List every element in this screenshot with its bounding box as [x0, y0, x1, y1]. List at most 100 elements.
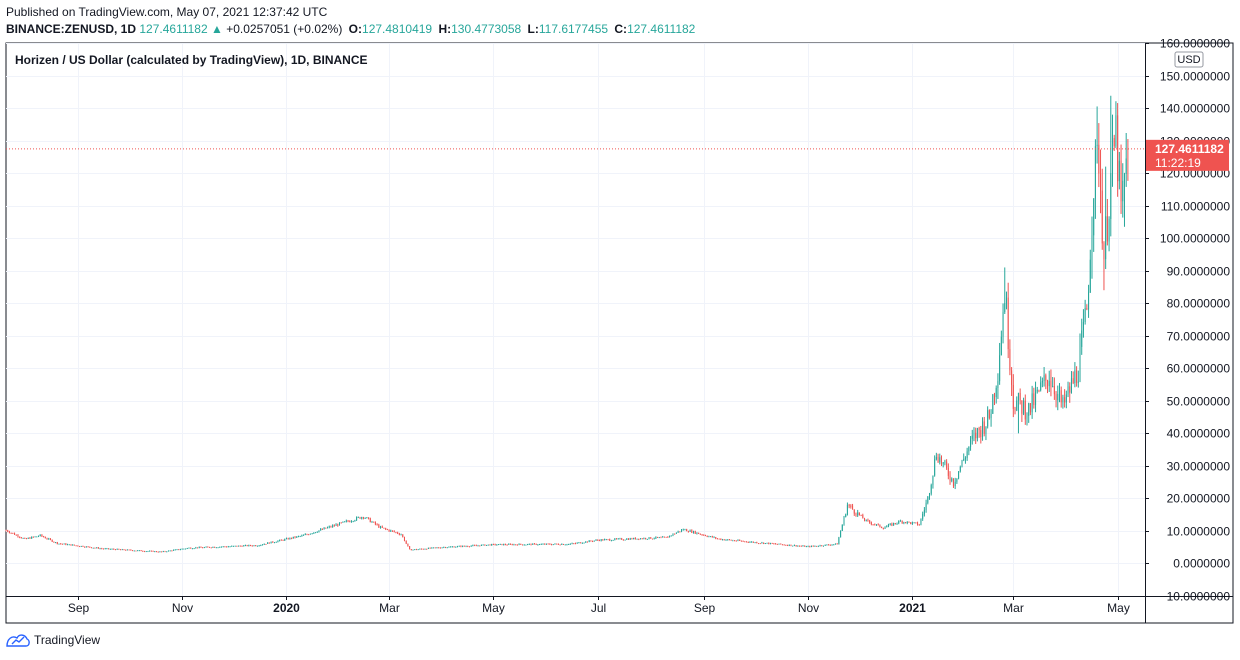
candle-body	[46, 538, 48, 540]
candle-body	[152, 550, 154, 552]
candle-body	[681, 529, 683, 532]
candle-body	[61, 543, 63, 545]
candle-body	[321, 529, 323, 531]
candle-body	[706, 535, 708, 537]
candle-body	[296, 536, 298, 538]
symbol-label: BINANCE:ZENUSD, 1D	[6, 22, 137, 36]
candle-body	[8, 531, 10, 533]
candle-body	[106, 548, 108, 550]
candle-body	[169, 550, 171, 552]
candle-body	[1048, 380, 1050, 387]
candle-body	[836, 543, 838, 545]
candle-body	[1060, 390, 1062, 403]
candle-body	[682, 529, 684, 531]
candle-body	[946, 461, 948, 468]
candle-body	[752, 541, 754, 543]
candle-body	[96, 547, 98, 549]
candle-body	[164, 551, 166, 553]
candle-body	[947, 467, 949, 476]
candle-body	[687, 531, 689, 533]
candle-body	[869, 520, 871, 523]
candle-body	[819, 545, 821, 547]
candle-body	[862, 515, 864, 519]
candle-body	[26, 538, 28, 540]
candle-body	[598, 540, 600, 542]
candle-body	[63, 543, 65, 545]
up-arrow-icon: ▲	[211, 22, 223, 36]
candle-body	[188, 547, 190, 549]
candle-body	[361, 517, 363, 519]
candle-body	[1005, 297, 1007, 304]
candle-body	[272, 541, 274, 543]
candle-body	[475, 545, 477, 547]
candle-body	[1007, 297, 1009, 350]
candle-body	[390, 530, 392, 532]
candle-body	[759, 543, 761, 545]
candle-body	[535, 543, 537, 545]
candle-body	[113, 548, 115, 550]
candle-body	[58, 543, 60, 545]
candle-body	[31, 536, 33, 539]
candle-body	[1096, 144, 1098, 147]
candle-body	[513, 544, 515, 546]
candle-body	[783, 544, 785, 546]
candle-body	[595, 539, 597, 541]
candle-body	[509, 543, 512, 545]
candle-body	[123, 549, 125, 551]
candle-body	[634, 537, 636, 540]
candle-body	[1055, 394, 1057, 401]
candle-body	[910, 522, 912, 524]
candle-body	[282, 539, 284, 541]
candle-body	[311, 533, 313, 535]
candle-body	[551, 544, 553, 546]
candle-body	[313, 532, 315, 534]
candle-body	[744, 541, 746, 543]
candle-body	[1098, 144, 1100, 174]
candle-body	[345, 520, 347, 522]
candle-body	[191, 548, 193, 550]
candle-body	[843, 516, 845, 525]
open-value: 127.4810419	[362, 22, 433, 36]
candle-body	[1009, 349, 1011, 371]
candle-body	[181, 548, 183, 550]
candle-body	[468, 546, 470, 548]
candle-body	[7, 530, 9, 532]
candle-body	[145, 551, 147, 553]
candle-body	[56, 542, 58, 545]
candle-body	[639, 538, 642, 540]
price-change: +0.0257051 (+0.02%)	[226, 22, 343, 36]
chart-title: Horizen / US Dollar (calculated by Tradi…	[15, 53, 368, 67]
candle-body	[884, 527, 886, 529]
candle-body	[715, 537, 717, 539]
candle-body	[1019, 392, 1021, 401]
candle-body	[516, 544, 518, 546]
candle-body	[77, 545, 79, 547]
candle-body	[925, 502, 927, 510]
candle-body	[672, 533, 674, 536]
candle-body	[636, 538, 638, 540]
candle-body	[718, 538, 720, 540]
candle-body	[503, 544, 505, 546]
candle-body	[1082, 321, 1084, 331]
candle-body	[491, 544, 493, 546]
candle-body	[255, 545, 257, 547]
candle-body	[776, 543, 778, 545]
candle-body	[65, 543, 67, 545]
candle-body	[207, 546, 209, 548]
tradingview-brand[interactable]: TradingView	[6, 633, 100, 647]
candle-body	[446, 547, 448, 549]
candle-body	[864, 518, 866, 521]
candle-body	[49, 538, 51, 540]
candle-body	[22, 537, 24, 539]
candle-body	[391, 530, 394, 532]
candle-body	[518, 543, 520, 546]
candle-body	[917, 522, 919, 525]
candle-body	[1084, 308, 1086, 322]
candle-body	[860, 515, 862, 517]
candle-body	[439, 547, 441, 549]
y-tick-label: 30.0000000	[1167, 460, 1231, 474]
candle-body	[521, 544, 523, 546]
candle-body	[757, 543, 760, 545]
candle-body	[564, 544, 566, 546]
